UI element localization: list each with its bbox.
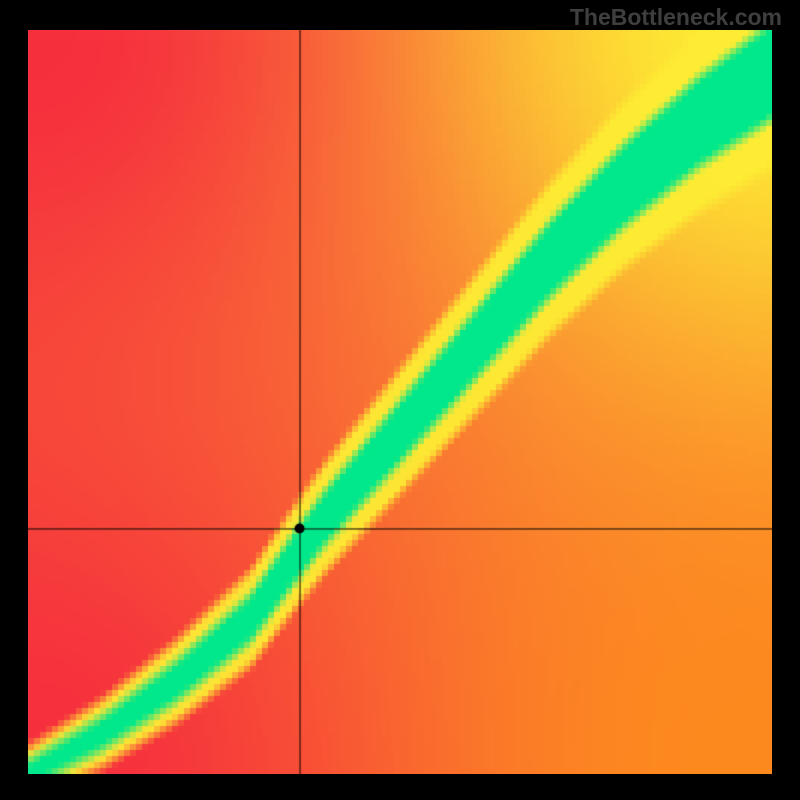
chart-container: TheBottleneck.com <box>0 0 800 800</box>
watermark-text: TheBottleneck.com <box>570 4 782 31</box>
bottleneck-heatmap <box>28 30 772 774</box>
